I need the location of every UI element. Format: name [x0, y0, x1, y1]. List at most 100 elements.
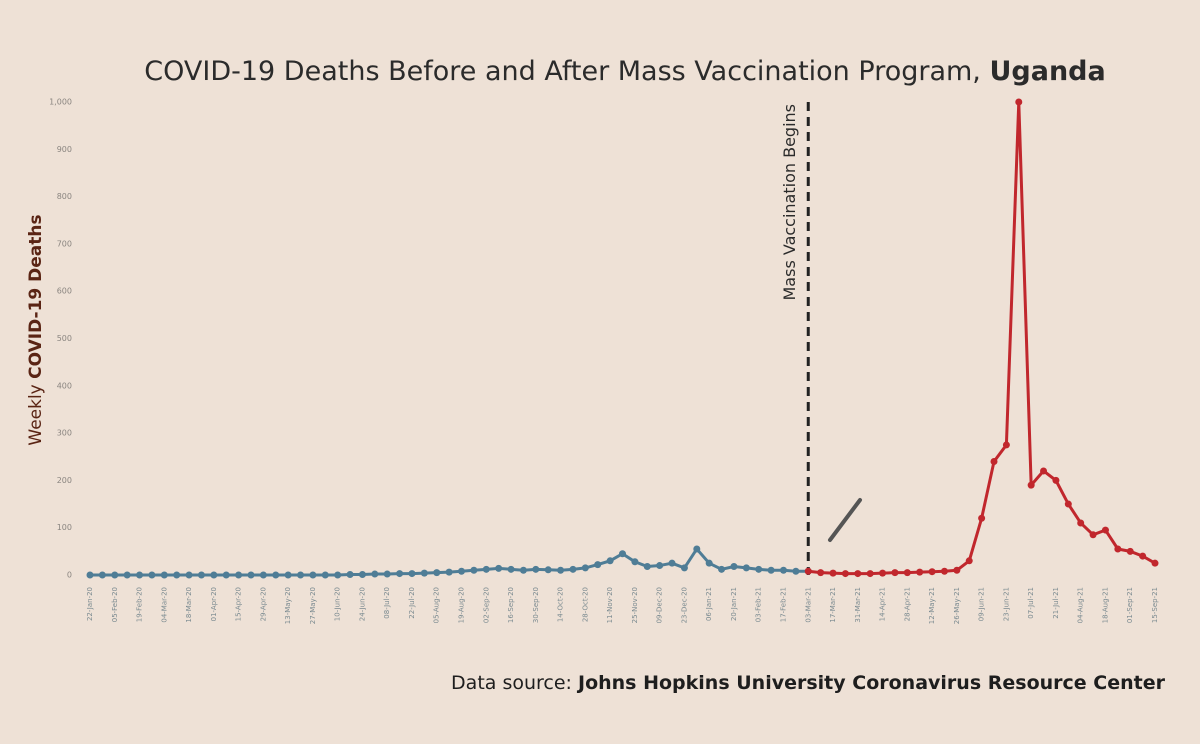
y-tick-label: 400 [57, 381, 72, 390]
x-tick-label: 12-May-21 [928, 587, 936, 624]
point [755, 565, 763, 573]
y-tick-label: 500 [57, 334, 72, 343]
point [111, 571, 119, 579]
y-tick-label: 900 [57, 145, 72, 154]
x-tick-label: 18-Aug-21 [1101, 587, 1109, 623]
point [1064, 500, 1072, 508]
x-tick-label: 27-May-20 [309, 587, 317, 624]
y-tick-label: 200 [57, 476, 72, 485]
y-tick-label: 1,000 [49, 98, 72, 107]
point [1139, 552, 1147, 560]
x-tick-label: 14-Apr-21 [879, 587, 887, 621]
y-label-text: Weekly [26, 384, 46, 445]
point [136, 571, 144, 579]
point [408, 570, 416, 578]
point [482, 565, 490, 573]
x-tick-label: 22-Jan-20 [86, 587, 94, 621]
point [656, 562, 664, 570]
point [891, 569, 899, 577]
x-tick-label: 09-Dec-20 [656, 587, 664, 623]
point [680, 564, 688, 572]
y-tick-label: 100 [57, 523, 72, 532]
point [433, 569, 441, 577]
point [396, 570, 404, 578]
point [247, 571, 255, 579]
point [1040, 467, 1048, 475]
x-tick-label: 01-Apr-20 [210, 587, 218, 621]
syringe-icon [828, 498, 862, 542]
point [346, 571, 354, 579]
point [841, 570, 849, 578]
point [1002, 441, 1010, 449]
x-tick-label: 14-Oct-20 [557, 587, 565, 622]
chart-title: COVID-19 Deaths Before and After Mass Va… [144, 56, 1105, 87]
point [1101, 526, 1109, 534]
point [668, 559, 676, 567]
y-axis-label: Weekly COVID-19 Deaths [26, 214, 46, 445]
point [445, 568, 453, 576]
point [829, 569, 837, 577]
point [1077, 519, 1085, 527]
point [792, 567, 800, 575]
point [235, 571, 243, 579]
point [86, 571, 94, 579]
x-tick-label: 31-Mar-21 [854, 587, 862, 623]
point [953, 566, 961, 574]
point [123, 571, 131, 579]
point [619, 550, 626, 558]
x-tick-label: 25-Nov-20 [631, 587, 639, 623]
x-tick-label: 15-Apr-20 [235, 587, 243, 621]
point [594, 561, 602, 569]
point [544, 566, 552, 574]
point [470, 566, 478, 574]
y-label-emphasis: COVID-19 Deaths [26, 214, 46, 378]
point [98, 571, 106, 579]
point [259, 571, 267, 579]
x-tick-label: 11-Nov-20 [606, 587, 614, 623]
point [1126, 547, 1134, 555]
point [693, 545, 701, 553]
x-tick-label: 21-Jul-21 [1052, 587, 1060, 619]
point [557, 566, 565, 574]
x-tick-label: 13-May-20 [284, 587, 292, 624]
point [1114, 545, 1122, 553]
point [222, 571, 230, 579]
point [804, 567, 812, 575]
point [779, 566, 787, 574]
point [854, 570, 862, 578]
source-text: Data source: [451, 672, 572, 694]
point [334, 571, 342, 579]
x-tick-label: 23-Jun-21 [1002, 587, 1010, 621]
x-tick-label: 17-Feb-21 [779, 587, 787, 622]
x-tick-label: 22-Jul-20 [408, 587, 416, 619]
x-tick-label: 02-Sep-20 [482, 587, 490, 623]
x-tick-label: 26-May-21 [953, 587, 961, 624]
point [371, 570, 379, 578]
source: Data source: Johns Hopkins University Co… [451, 672, 1166, 694]
point [817, 569, 825, 577]
x-tick-label: 08-Jul-20 [383, 587, 391, 619]
y-tick-label: 700 [57, 239, 72, 248]
y-tick-label: 0 [67, 571, 72, 580]
point [519, 566, 527, 574]
point [990, 457, 998, 465]
point [1089, 531, 1097, 539]
x-tick-label: 03-Feb-21 [755, 587, 763, 622]
x-tick-label: 01-Sep-21 [1126, 587, 1134, 623]
point [965, 557, 973, 565]
point [581, 564, 589, 572]
x-tick-label: 19-Feb-20 [136, 587, 144, 622]
x-tick-label: 05-Feb-20 [111, 587, 119, 622]
y-tick-label: 600 [57, 287, 72, 296]
point [1052, 476, 1060, 484]
point [358, 571, 366, 579]
x-tick-label: 06-Jan-21 [705, 587, 713, 621]
x-tick-label: 04-Aug-21 [1077, 587, 1085, 623]
x-tick-label: 28-Oct-20 [581, 587, 589, 622]
x-tick-label: 19-Aug-20 [458, 587, 466, 623]
point [705, 559, 713, 567]
x-tick-label: 23-Dec-20 [680, 587, 688, 623]
x-tick-label: 29-Apr-20 [259, 587, 267, 621]
